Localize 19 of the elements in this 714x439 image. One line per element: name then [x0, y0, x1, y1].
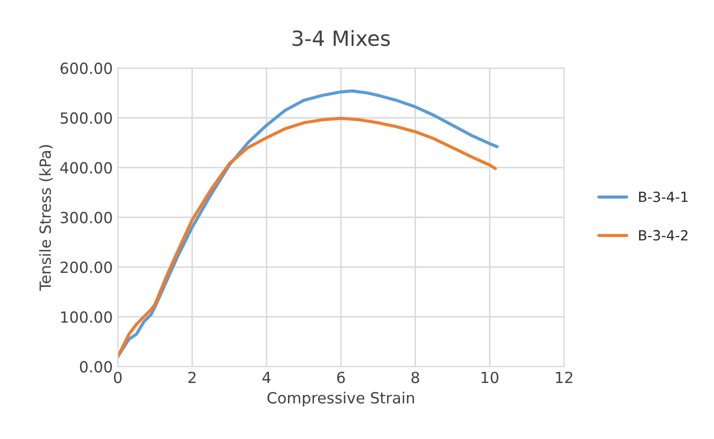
- chart-title: 3-4 Mixes: [292, 30, 390, 46]
- y-axis-title: Tensile Stress (kPa): [39, 145, 53, 291]
- y-tick-label: 400.00: [60, 162, 112, 174]
- y-tick-label: 200.00: [60, 262, 112, 274]
- y-tick-label: 600.00: [60, 62, 112, 74]
- legend-label: B-3-4-1: [639, 192, 688, 202]
- x-axis-title: Compressive Strain: [267, 392, 414, 407]
- x-tick-label: 12: [556, 372, 572, 384]
- y-tick-label: 300.00: [60, 212, 112, 224]
- x-tick-label: 8: [411, 372, 420, 384]
- y-tick-label: 500.00: [60, 112, 112, 124]
- y-tick-label: 100.00: [61, 311, 112, 323]
- y-tick-label: 0.00: [80, 361, 112, 373]
- x-tick-label: 0: [114, 372, 122, 384]
- x-tick-label: 6: [337, 372, 345, 384]
- x-tick-label: 10: [482, 372, 498, 384]
- x-tick-label: 2: [188, 372, 196, 384]
- x-tick-label: 4: [262, 372, 271, 384]
- legend-label: B-3-4-2: [639, 230, 688, 241]
